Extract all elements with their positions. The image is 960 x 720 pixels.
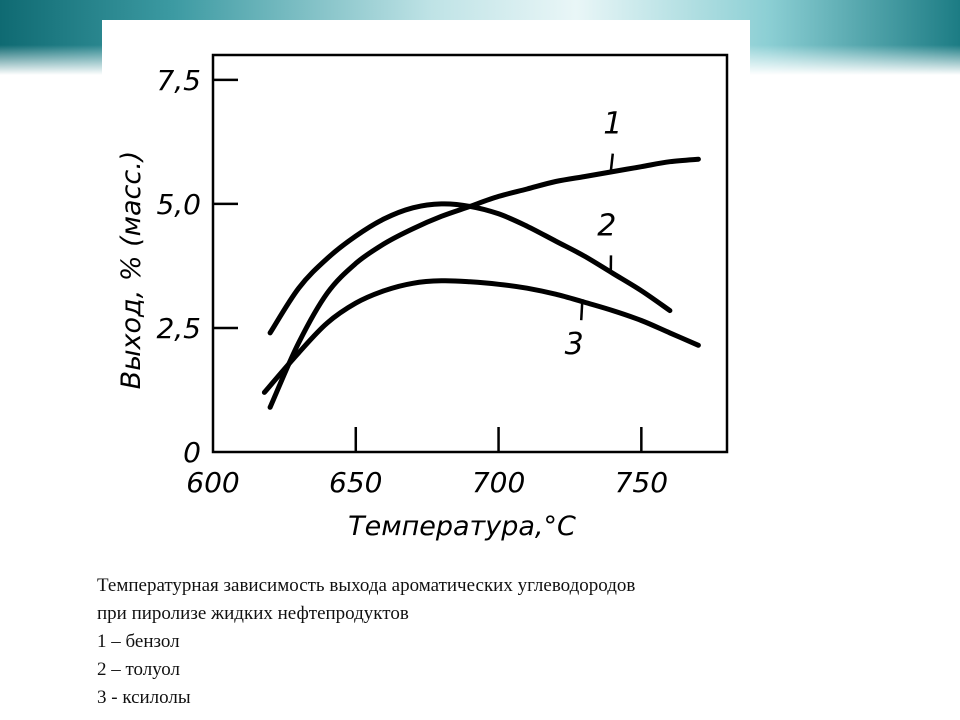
plot-frame: [211, 53, 729, 454]
caption-legend-benzene: 1 – бензол: [97, 631, 180, 652]
series-label-3: 3: [565, 327, 584, 362]
chart-ticks: 0 2,5 5,0 7,5 600 650 700 750: [156, 64, 668, 499]
caption-legend-toluene: 2 – толуол: [97, 659, 181, 680]
y-tick-label: 2,5: [156, 312, 201, 345]
line-chart: 0 2,5 5,0 7,5 600 650 700 750 1 2 3 Температура,°…: [116, 53, 729, 542]
series-leader-1: [609, 153, 615, 172]
y-tick-label: 7,5: [156, 64, 201, 97]
series-label-1: 1: [603, 107, 622, 142]
x-tick-label: 700: [472, 466, 525, 499]
figure-panel: 0 2,5 5,0 7,5 600 650 700 750 1 2 3 Температура,°…: [102, 20, 750, 550]
figure-caption: Температурная зависимость выхода аромати…: [97, 572, 917, 712]
chart-axes: [211, 53, 729, 454]
x-tick-label: 650: [329, 466, 382, 499]
y-tick-label: 5,0: [156, 188, 201, 221]
y-tick-label: 0: [183, 436, 201, 469]
series-labels: 1 2 3: [565, 107, 623, 363]
series-line-1: [267, 156, 701, 410]
chart-series: [261, 156, 701, 410]
series-line-2: [267, 201, 673, 336]
x-tick-label: 750: [615, 466, 668, 499]
series-leader-3: [579, 302, 584, 321]
y-axis-label: Выход, % (масс.): [116, 151, 147, 390]
series-label-2: 2: [597, 208, 616, 243]
series-line-3: [261, 278, 701, 395]
caption-legend-xylenes: 3 - ксилолы: [97, 687, 191, 708]
caption-line-2: при пиролизе жидких нефтепродуктов: [97, 603, 409, 624]
x-tick-label: 600: [186, 466, 239, 499]
caption-line-1: Температурная зависимость выхода аромати…: [97, 575, 636, 596]
x-axis-label: Температура,°C: [348, 511, 576, 542]
